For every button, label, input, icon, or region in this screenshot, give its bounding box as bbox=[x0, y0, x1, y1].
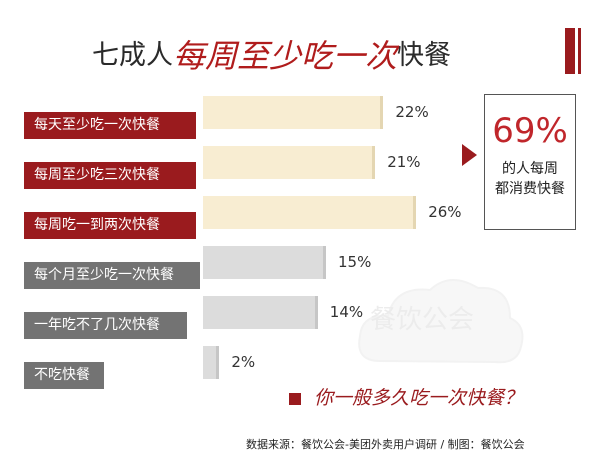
bar-4 bbox=[203, 246, 326, 279]
value-label-3: 26% bbox=[428, 203, 462, 221]
callout-line-2: 都消费快餐 bbox=[495, 181, 565, 197]
category-label-2: 每周至少吃三次快餐 bbox=[24, 162, 196, 189]
category-label-3: 每周吃一到两次快餐 bbox=[24, 212, 196, 239]
category-label-1: 每天至少吃一次快餐 bbox=[24, 112, 196, 139]
bar-2 bbox=[203, 146, 376, 179]
title-accent-bar bbox=[565, 28, 575, 74]
callout-line-1: 的人每周 bbox=[502, 161, 558, 177]
category-label-5: 一年吃不了几次快餐 bbox=[24, 312, 187, 339]
value-label-2: 21% bbox=[387, 153, 421, 171]
value-label-6: 2% bbox=[231, 353, 256, 371]
callout-arrow-icon bbox=[462, 144, 477, 166]
survey-question: 你一般多久吃一次快餐？ bbox=[314, 387, 524, 409]
bar-3 bbox=[203, 196, 417, 229]
category-label-4: 每个月至少吃一次快餐 bbox=[24, 262, 200, 289]
title-part-2-highlight: 每周至少吃一次 bbox=[173, 37, 398, 75]
category-label-6: 不吃快餐 bbox=[24, 362, 104, 389]
chart-title: 七成人 每周至少吃一次 快餐 bbox=[92, 26, 451, 80]
bar-1 bbox=[203, 96, 384, 129]
bar-6 bbox=[203, 346, 220, 379]
summary-callout: 69% 的人每周 都消费快餐 bbox=[484, 94, 576, 230]
watermark-cloud-icon bbox=[358, 279, 524, 364]
value-label-5: 14% bbox=[329, 303, 364, 321]
title-part-1: 七成人 bbox=[92, 40, 173, 71]
title-accent-thin-bar bbox=[578, 28, 581, 74]
source-note: 数据来源：餐饮公会-美团外卖用户调研 / 制图：餐饮公会 bbox=[246, 438, 525, 451]
watermark-text: 餐饮公会 bbox=[370, 305, 475, 335]
callout-percent: 69% bbox=[492, 111, 568, 151]
title-part-3: 快餐 bbox=[397, 40, 452, 71]
value-label-4: 15% bbox=[338, 253, 372, 271]
bar-5 bbox=[203, 296, 318, 329]
question-marker-icon bbox=[289, 393, 301, 405]
value-label-1: 22% bbox=[395, 103, 429, 121]
